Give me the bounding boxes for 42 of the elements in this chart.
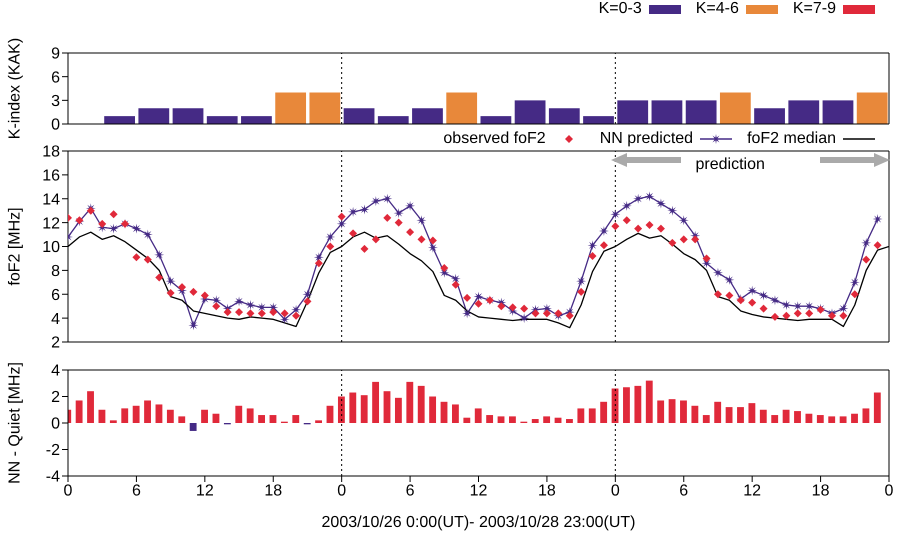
y-tick-label: 0 xyxy=(51,116,60,134)
x-tick-label: 18 xyxy=(264,482,282,500)
y-axis-title: foF2 [MHz] xyxy=(6,207,24,286)
x-tick-label: 12 xyxy=(470,482,488,500)
x-tick-label: 6 xyxy=(406,482,415,500)
annotation: prediction xyxy=(696,156,765,174)
y-tick-label: 4 xyxy=(51,362,60,380)
legend-label: K=0-3 xyxy=(598,0,642,18)
legend-label: NN predicted xyxy=(600,130,694,148)
y-tick-label: 0 xyxy=(51,416,60,433)
y-tick-label: -4 xyxy=(46,468,60,486)
x-tick-label: 6 xyxy=(132,482,141,500)
y-tick-label: 6 xyxy=(51,69,60,86)
y-tick-label: 8 xyxy=(51,263,60,280)
x-tick-label: 0 xyxy=(64,482,73,500)
legend-label: foF2 median xyxy=(747,130,836,148)
y-tick-label: 4 xyxy=(51,310,60,328)
y-tick-label: 16 xyxy=(42,168,60,185)
y-tick-label: -2 xyxy=(46,442,60,460)
x-tick-label: 0 xyxy=(884,482,894,500)
x-tick-label: 0 xyxy=(337,482,346,500)
x-tick-label: 6 xyxy=(679,482,688,500)
y-tick-label: 2 xyxy=(51,389,60,406)
y-axis-title: K-index (KAK) xyxy=(6,38,24,140)
y-tick-label: 10 xyxy=(42,239,60,256)
x-tick-label: 18 xyxy=(812,482,830,500)
x-tick-label: 0 xyxy=(610,482,620,500)
y-tick-label: 3 xyxy=(51,93,60,110)
x-tick-label: 12 xyxy=(196,482,214,500)
y-tick-label: 6 xyxy=(51,286,60,304)
legend-label: K=4-6 xyxy=(696,0,739,18)
x-tick-label: 12 xyxy=(743,482,762,500)
y-tick-label: 12 xyxy=(42,215,60,232)
x-axis-title: 2003/10/26 0:00(UT)- 2003/10/28 23:00(UT) xyxy=(322,514,636,531)
legend-label: K=7-9 xyxy=(792,0,836,18)
y-tick-label: 18 xyxy=(42,144,60,161)
x-tick-label: 18 xyxy=(538,482,556,500)
y-tick-label: 2 xyxy=(51,334,60,352)
legend-label: observed foF2 xyxy=(443,130,546,148)
y-tick-label: 14 xyxy=(42,191,60,208)
y-axis-title: NN - Quiet [MHz] xyxy=(6,362,24,484)
y-tick-label: 9 xyxy=(51,46,60,63)
